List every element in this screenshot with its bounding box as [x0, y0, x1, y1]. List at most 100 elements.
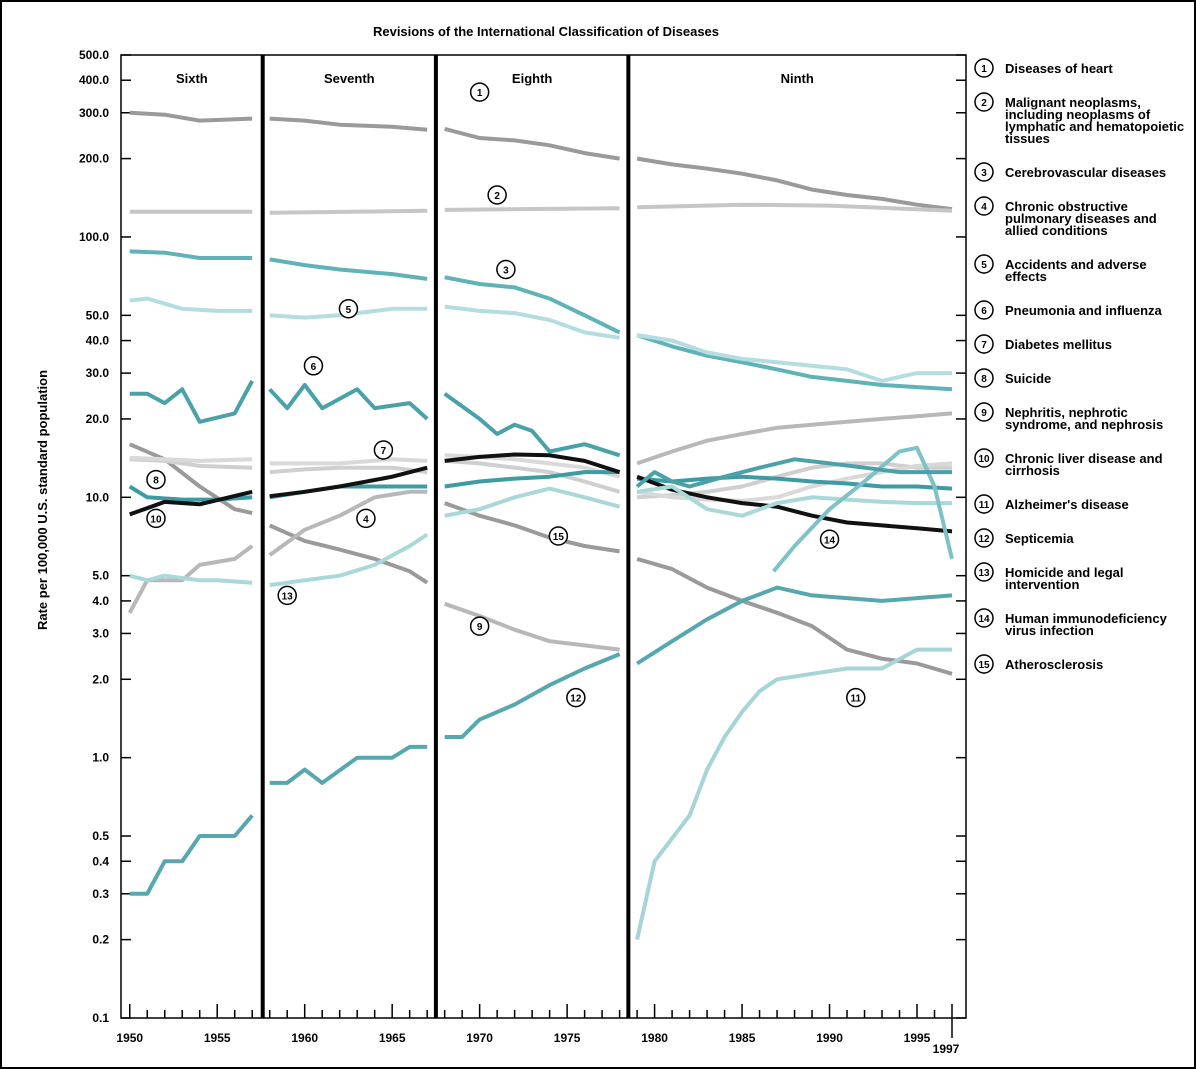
series-10-line	[444, 452, 621, 475]
legend-marker	[974, 300, 994, 320]
y-tick-label: 300.0	[79, 106, 109, 120]
series-5-line	[636, 333, 952, 383]
y-tick-label: 1.0	[92, 751, 109, 765]
line-label-number: 7	[381, 446, 387, 457]
legend-label: Malignant neoplasms,	[1005, 95, 1141, 110]
line-label-circle	[277, 585, 297, 606]
y-tick-label: 2.0	[92, 672, 109, 686]
legend-number: 4	[981, 202, 987, 213]
y-tick-label: 50.0	[86, 308, 110, 322]
series-9-line	[636, 411, 953, 466]
legend-number: 8	[981, 374, 987, 385]
legend-marker	[974, 494, 994, 514]
legend-number: 1	[981, 64, 987, 75]
series-3-line	[129, 249, 253, 260]
legend-marker	[974, 654, 994, 674]
series-13-line	[444, 486, 621, 518]
line-label-circle	[303, 356, 324, 376]
y-tick-label: 0.5	[92, 829, 109, 843]
legend-label: cirrhosis	[1005, 463, 1060, 478]
line-label-circle	[566, 687, 586, 708]
y-tick-label: 500.0	[79, 48, 109, 62]
series-3-line	[269, 257, 428, 281]
revision-periods: Sixth Seventh Eighth Ninth	[176, 55, 814, 1018]
y-tick-label: 0.4	[92, 854, 109, 868]
series-15-line	[129, 379, 254, 424]
legend-marker	[974, 368, 994, 388]
series-7-line	[269, 457, 428, 466]
series-1-line	[269, 116, 428, 132]
series-lines	[127, 110, 954, 941]
legend-label: including neoplasms of	[1005, 107, 1151, 122]
line-label-circle	[846, 687, 866, 708]
series-10-line	[636, 474, 953, 534]
legend-number: 2	[981, 98, 987, 109]
y-tick-label: 40.0	[86, 334, 110, 348]
line-label-number: 1	[477, 88, 483, 99]
legend-label: pulmonary diseases and	[1005, 211, 1157, 226]
x-axis: 1950 1955 1960 1965 1970 1975 1980 1985 1990 1995…	[116, 1004, 960, 1056]
legend-label: virus infection	[1005, 623, 1094, 638]
y-tick-label: 400.0	[79, 73, 109, 87]
legend-label: effects	[1005, 269, 1047, 284]
revision-name: Ninth	[781, 71, 814, 86]
line-label-circle	[469, 616, 490, 636]
y-tick-label: 100.0	[79, 230, 109, 244]
y-tick-label: 4.0	[92, 594, 109, 608]
x-tick-label: 1975	[554, 1031, 581, 1045]
series-10-line	[269, 465, 428, 499]
x-tick-label: 1995	[904, 1031, 931, 1045]
line-label-circle	[146, 469, 166, 490]
line-label-number: 14	[824, 535, 836, 546]
x-tick-label: 1980	[641, 1031, 668, 1045]
series-13-line	[129, 573, 253, 585]
y-tick-label: 20.0	[86, 412, 110, 426]
series-12-line	[636, 585, 953, 666]
x-tick-label: 1970	[466, 1031, 493, 1045]
y-axis-label: Rate per 100,000 U.S. standard populatio…	[35, 370, 50, 630]
legend-label: Accidents and adverse	[1005, 257, 1147, 272]
line-label-circle	[373, 440, 394, 460]
series-9-line	[268, 489, 428, 557]
line-label-number: 4	[363, 514, 369, 525]
legend-label: syndrome, and nephrosis	[1005, 417, 1163, 432]
y-tick-label: 0.3	[92, 887, 109, 901]
series-4-line	[444, 501, 620, 554]
line-label-circle	[548, 526, 569, 546]
y-tick-label: 0.1	[92, 1011, 109, 1025]
legend-number: 12	[978, 534, 990, 545]
x-tick-label: 1985	[729, 1031, 756, 1045]
plot-area	[120, 54, 967, 1019]
legend-label: Chronic obstructive	[1005, 199, 1128, 214]
legend-label: Alzheimer's disease	[1005, 497, 1129, 512]
series-8-line	[636, 474, 953, 491]
line-label-circle	[469, 82, 490, 102]
series-2-line	[444, 206, 620, 212]
series-12-line	[444, 652, 621, 739]
legend-number: 11	[979, 500, 990, 511]
x-tick-label: 1950	[116, 1031, 143, 1045]
series-2-line	[269, 208, 428, 215]
line-label-circle	[487, 185, 507, 205]
legend-label: Homicide and legal	[1005, 565, 1123, 580]
y-axis: 500.0400.0300.0200.0100.050.040.030.020.…	[79, 48, 966, 1025]
series-3-line	[636, 333, 953, 392]
series-12-line	[129, 814, 254, 896]
series-4-line	[128, 442, 253, 516]
series-13-line	[269, 532, 429, 588]
series-15-line	[635, 457, 952, 489]
line-label-circle	[819, 529, 840, 550]
revision-name: Sixth	[176, 71, 208, 86]
legend-marker	[974, 334, 994, 354]
legend-marker	[974, 58, 994, 78]
x-tick-label: 1955	[204, 1031, 231, 1045]
series-13-line	[636, 484, 952, 518]
legend-label: Cerebrovascular diseases	[1005, 165, 1166, 180]
legend-number: 14	[978, 614, 990, 625]
line-label-number: 15	[553, 532, 565, 543]
revision-name: Eighth	[512, 71, 552, 86]
legend-number: 3	[981, 168, 987, 179]
legend-label: tissues	[1005, 131, 1050, 146]
legend-number: 15	[978, 660, 990, 671]
